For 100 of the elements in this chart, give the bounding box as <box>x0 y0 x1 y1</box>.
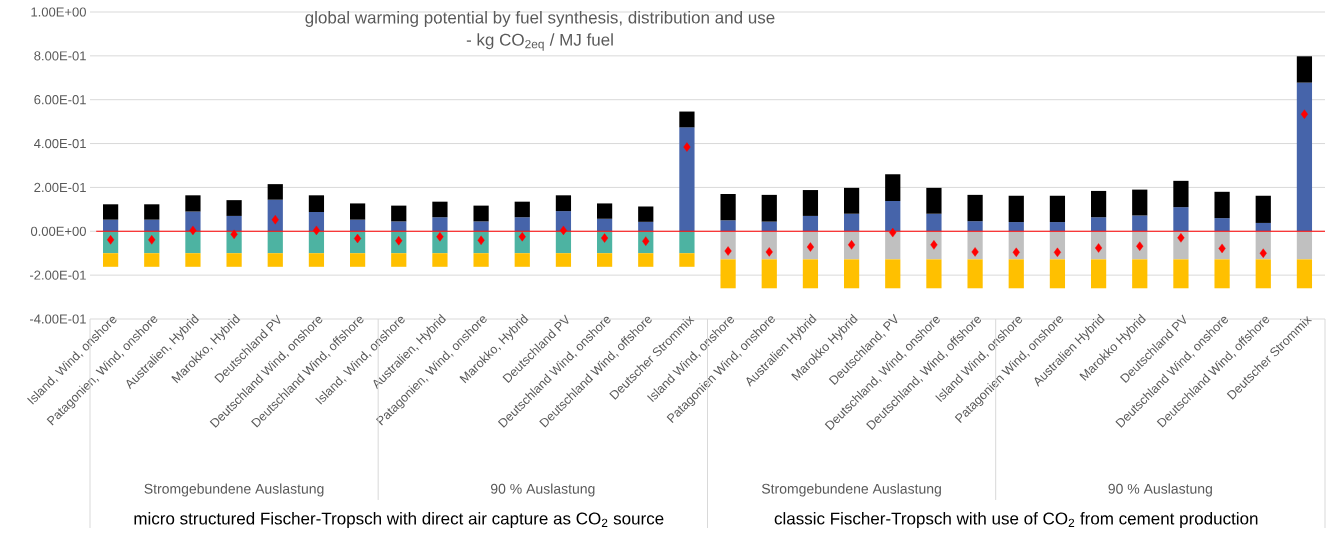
bar <box>1008 259 1024 289</box>
bar <box>802 190 819 216</box>
bar <box>1008 222 1024 232</box>
bar <box>596 253 613 267</box>
point <box>930 240 938 250</box>
point <box>724 246 732 256</box>
bar <box>967 221 983 232</box>
bar <box>391 221 407 232</box>
bar <box>843 259 860 289</box>
text: micro structured Fischer-Tropsch with direct air capture as CO$_{2}$ source <box>134 512 664 528</box>
bar <box>102 204 119 220</box>
text: Stromgebundene Auslastung <box>144 483 324 497</box>
point <box>601 233 609 243</box>
point <box>312 225 320 236</box>
bar <box>1214 259 1230 289</box>
bar <box>226 215 242 232</box>
bar <box>514 253 530 267</box>
bar <box>761 221 777 232</box>
point <box>889 227 897 238</box>
bar <box>308 231 325 254</box>
bar <box>843 187 860 214</box>
bar <box>1255 259 1271 289</box>
bar <box>1173 180 1189 208</box>
point <box>971 247 979 257</box>
point <box>477 235 485 245</box>
bar <box>679 231 695 254</box>
bar <box>308 195 325 212</box>
bar <box>102 219 119 232</box>
bar <box>761 259 777 289</box>
bar <box>1049 259 1066 289</box>
bar <box>720 194 736 221</box>
bar <box>596 203 613 219</box>
bar <box>1090 259 1107 289</box>
bar <box>144 253 160 267</box>
point <box>148 235 156 245</box>
bar <box>514 201 530 218</box>
text: 90 % Auslastung <box>490 483 595 497</box>
bar <box>638 253 654 267</box>
text: 90 % Auslastung <box>1108 483 1212 497</box>
bar <box>1132 259 1148 289</box>
point <box>683 142 691 152</box>
point <box>395 236 403 246</box>
point <box>642 236 650 246</box>
chart-title: global warming potential by fuel synthesis, distribution and use <box>305 11 775 27</box>
bar <box>226 200 242 216</box>
bar <box>596 218 613 232</box>
bar <box>802 259 819 289</box>
point <box>1259 248 1267 258</box>
bar <box>308 253 325 267</box>
bar <box>391 205 407 222</box>
bar <box>1296 82 1313 232</box>
bar <box>1049 222 1066 232</box>
bar <box>679 253 695 267</box>
bar <box>514 217 530 232</box>
point <box>1177 233 1185 243</box>
bar <box>926 213 942 232</box>
bar <box>638 206 654 222</box>
bar <box>967 194 983 222</box>
bar <box>720 220 736 232</box>
bar <box>802 215 819 232</box>
bar <box>555 231 572 254</box>
y-tick-label: 6.00E-01 <box>34 95 86 105</box>
bar <box>102 253 119 267</box>
bar <box>1255 222 1271 232</box>
bar <box>885 174 901 202</box>
point <box>765 247 773 257</box>
y-tick-label: 2.00E-01 <box>34 182 86 193</box>
bar <box>473 253 489 267</box>
bar <box>1049 195 1066 223</box>
point <box>271 214 279 225</box>
bar <box>885 201 901 232</box>
point <box>1218 243 1226 254</box>
bar <box>1090 190 1107 218</box>
bar <box>1173 259 1189 289</box>
bar <box>967 259 983 289</box>
bar <box>1296 56 1313 83</box>
bar <box>267 199 283 232</box>
y-tick-label: 1.00E+00 <box>31 7 86 17</box>
text: - kg CO$_{2eq}$ / MJ fuel <box>466 33 613 51</box>
text: classic Fischer-Tropsch with use of CO$_{2}$ from cement production <box>774 512 1258 528</box>
bar <box>1255 195 1271 223</box>
bar <box>391 253 407 267</box>
bar <box>349 203 366 220</box>
bar <box>761 194 777 222</box>
bar <box>349 253 366 267</box>
point <box>436 232 444 242</box>
bar <box>1214 191 1230 219</box>
bar <box>555 253 572 267</box>
bar <box>720 259 736 289</box>
point <box>189 225 197 236</box>
bar <box>349 219 366 232</box>
point <box>107 235 115 245</box>
bar <box>473 221 489 232</box>
bar <box>926 187 942 214</box>
bar <box>679 127 695 232</box>
bar <box>1173 207 1189 232</box>
text: Stromgebundene Auslastung <box>761 483 941 497</box>
bar <box>185 211 201 232</box>
bar <box>926 259 942 289</box>
bar <box>432 217 448 232</box>
